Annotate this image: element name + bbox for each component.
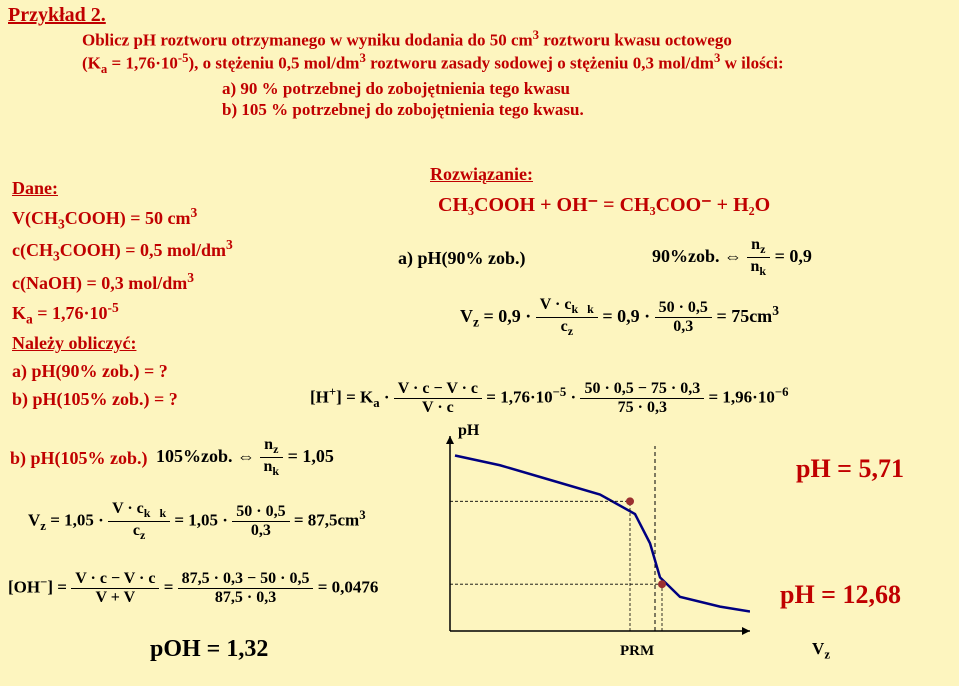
- chart-prm-label: PRM: [620, 643, 654, 660]
- dane-question-b: b) pH(105% zob.) = ?: [12, 386, 233, 414]
- eq-105pct-ratio: 105%zob. ⇔ nznk = 1,05: [156, 436, 334, 479]
- dane-conc-naoh: c(NaOH) = 0,3 mol/dm3: [12, 268, 233, 298]
- dane-header: Dane:: [12, 175, 233, 203]
- eq-vz-105: Vz = 1,05 · V · ck kcz = 1,05 · 50 · 0,5…: [28, 500, 366, 543]
- dane-volume: V(CH3COOH) = 50 cm3: [12, 203, 233, 236]
- eq-90pct-ratio: 90%zob. ⇔ nznk = 0,9: [652, 236, 812, 279]
- dane-ka: Ka = 1,76·10-5: [12, 298, 233, 331]
- main-equation: CH₃COOH + OH⁻ = CH₃COO⁻ + H₂O: [438, 192, 770, 217]
- titration-chart: pH PRM Vz: [430, 426, 750, 656]
- given-data: Dane: V(CH3COOH) = 50 cm3 c(CH3COOH) = 0…: [12, 175, 233, 414]
- result-ph-a: pH = 5,71: [796, 454, 904, 484]
- part-a-label: a) pH(90% zob.): [398, 248, 526, 269]
- chart-ylabel: pH: [458, 422, 479, 440]
- eq-vz-90: Vz = 0,9 · V · ck kcz = 0,9 · 50 · 0,50,…: [460, 296, 779, 339]
- dane-conc-acid: c(CH3COOH) = 0,5 mol/dm3: [12, 235, 233, 268]
- result-ph-b: pH = 12,68: [780, 580, 901, 610]
- chart-svg: [430, 426, 750, 646]
- problem-statement: Oblicz pH roztworu otrzymanego w wyniku …: [82, 28, 947, 120]
- example-title: Przykład 2.: [8, 4, 106, 27]
- part-b-label: b) pH(105% zob.): [10, 448, 148, 469]
- solution-header: Rozwiązanie:: [430, 164, 533, 185]
- eq-oh-minus: [OH−] = V · c − V · cV + V = 87,5 · 0,3 …: [8, 570, 378, 607]
- result-poh: pOH = 1,32: [150, 636, 268, 663]
- eq-h-plus: [H+] = Ka · V · c − V · cV · c = 1,76·10…: [310, 380, 788, 417]
- chart-xlabel: Vz: [812, 639, 830, 662]
- dane-calc-header: Należy obliczyć:: [12, 330, 233, 358]
- dane-question-a: a) pH(90% zob.) = ?: [12, 358, 233, 386]
